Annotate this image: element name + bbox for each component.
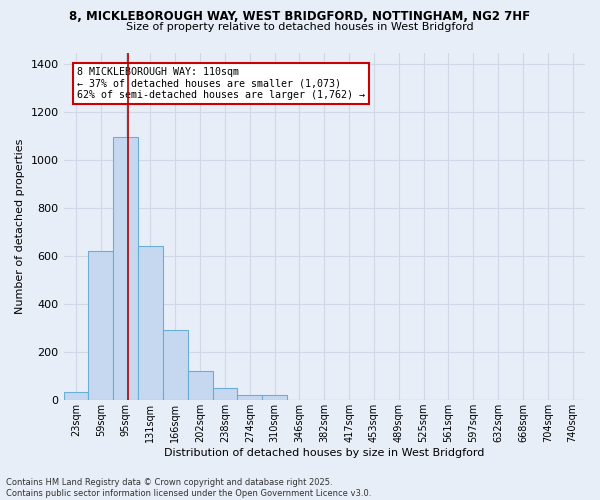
Text: 8, MICKLEBOROUGH WAY, WEST BRIDGFORD, NOTTINGHAM, NG2 7HF: 8, MICKLEBOROUGH WAY, WEST BRIDGFORD, NO…: [70, 10, 530, 23]
Bar: [163, 330, 188, 400]
Bar: [138, 246, 163, 400]
Bar: [188, 371, 212, 400]
Text: Contains HM Land Registry data © Crown copyright and database right 2025.
Contai: Contains HM Land Registry data © Crown c…: [6, 478, 371, 498]
Text: Size of property relative to detached houses in West Bridgford: Size of property relative to detached ho…: [126, 22, 474, 32]
Bar: [113, 138, 138, 400]
Text: 8 MICKLEBOROUGH WAY: 110sqm
← 37% of detached houses are smaller (1,073)
62% of : 8 MICKLEBOROUGH WAY: 110sqm ← 37% of det…: [77, 67, 365, 100]
Bar: [64, 392, 88, 400]
Bar: [262, 395, 287, 400]
Bar: [212, 388, 238, 400]
Y-axis label: Number of detached properties: Number of detached properties: [15, 138, 25, 314]
Bar: [238, 395, 262, 400]
Bar: [88, 251, 113, 400]
X-axis label: Distribution of detached houses by size in West Bridgford: Distribution of detached houses by size …: [164, 448, 484, 458]
